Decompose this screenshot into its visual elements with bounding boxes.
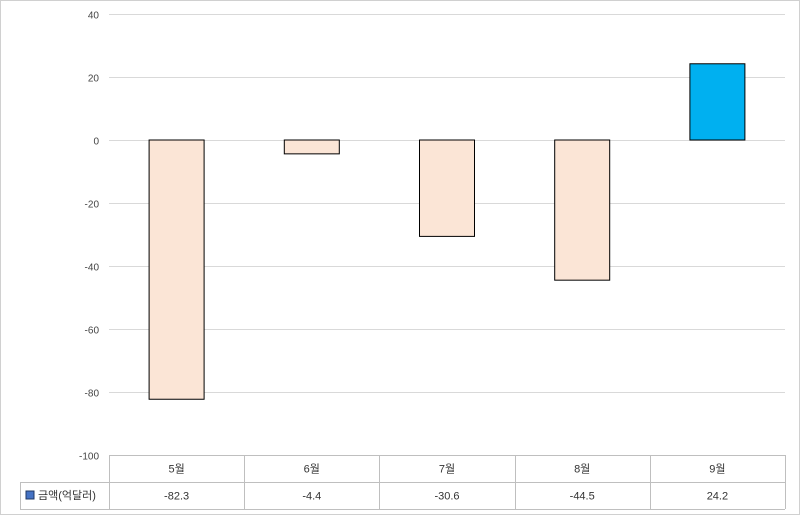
y-tick-label: -80: [85, 389, 100, 400]
y-tick-label: 20: [88, 74, 100, 85]
y-tick-label: -100: [79, 452, 99, 463]
x-category-label: 9월: [709, 463, 725, 476]
legend-series-label: 금액(억달러): [38, 489, 96, 502]
data-value-label: -44.5: [570, 491, 595, 503]
bar-6월: [283, 139, 340, 155]
y-axis-ticks: 40 20 0 -20 -40 -60 -80 -100: [79, 11, 99, 463]
y-tick-label: 0: [93, 137, 99, 148]
data-value-label: 24.2: [707, 491, 728, 503]
legend-marker: [25, 490, 35, 500]
y-tick-label: -40: [85, 263, 100, 274]
data-value-label: -82.3: [164, 491, 189, 503]
data-value-label: -30.6: [434, 491, 459, 503]
x-category-label: 5월: [168, 463, 184, 476]
data-value-label: -4.4: [302, 491, 321, 503]
x-category-label: 7월: [439, 463, 455, 476]
x-category-label: 8월: [574, 463, 590, 476]
y-tick-label: 40: [88, 11, 100, 22]
bar-9월: [689, 63, 746, 141]
grid-lines: [109, 14, 785, 456]
bar-5월: [148, 139, 205, 400]
x-category-label: 6월: [304, 463, 320, 476]
bar-8월: [554, 139, 611, 281]
bar-7월: [419, 139, 475, 237]
bars: [148, 63, 746, 400]
y-tick-label: -60: [85, 326, 100, 337]
y-tick-label: -20: [85, 200, 100, 211]
